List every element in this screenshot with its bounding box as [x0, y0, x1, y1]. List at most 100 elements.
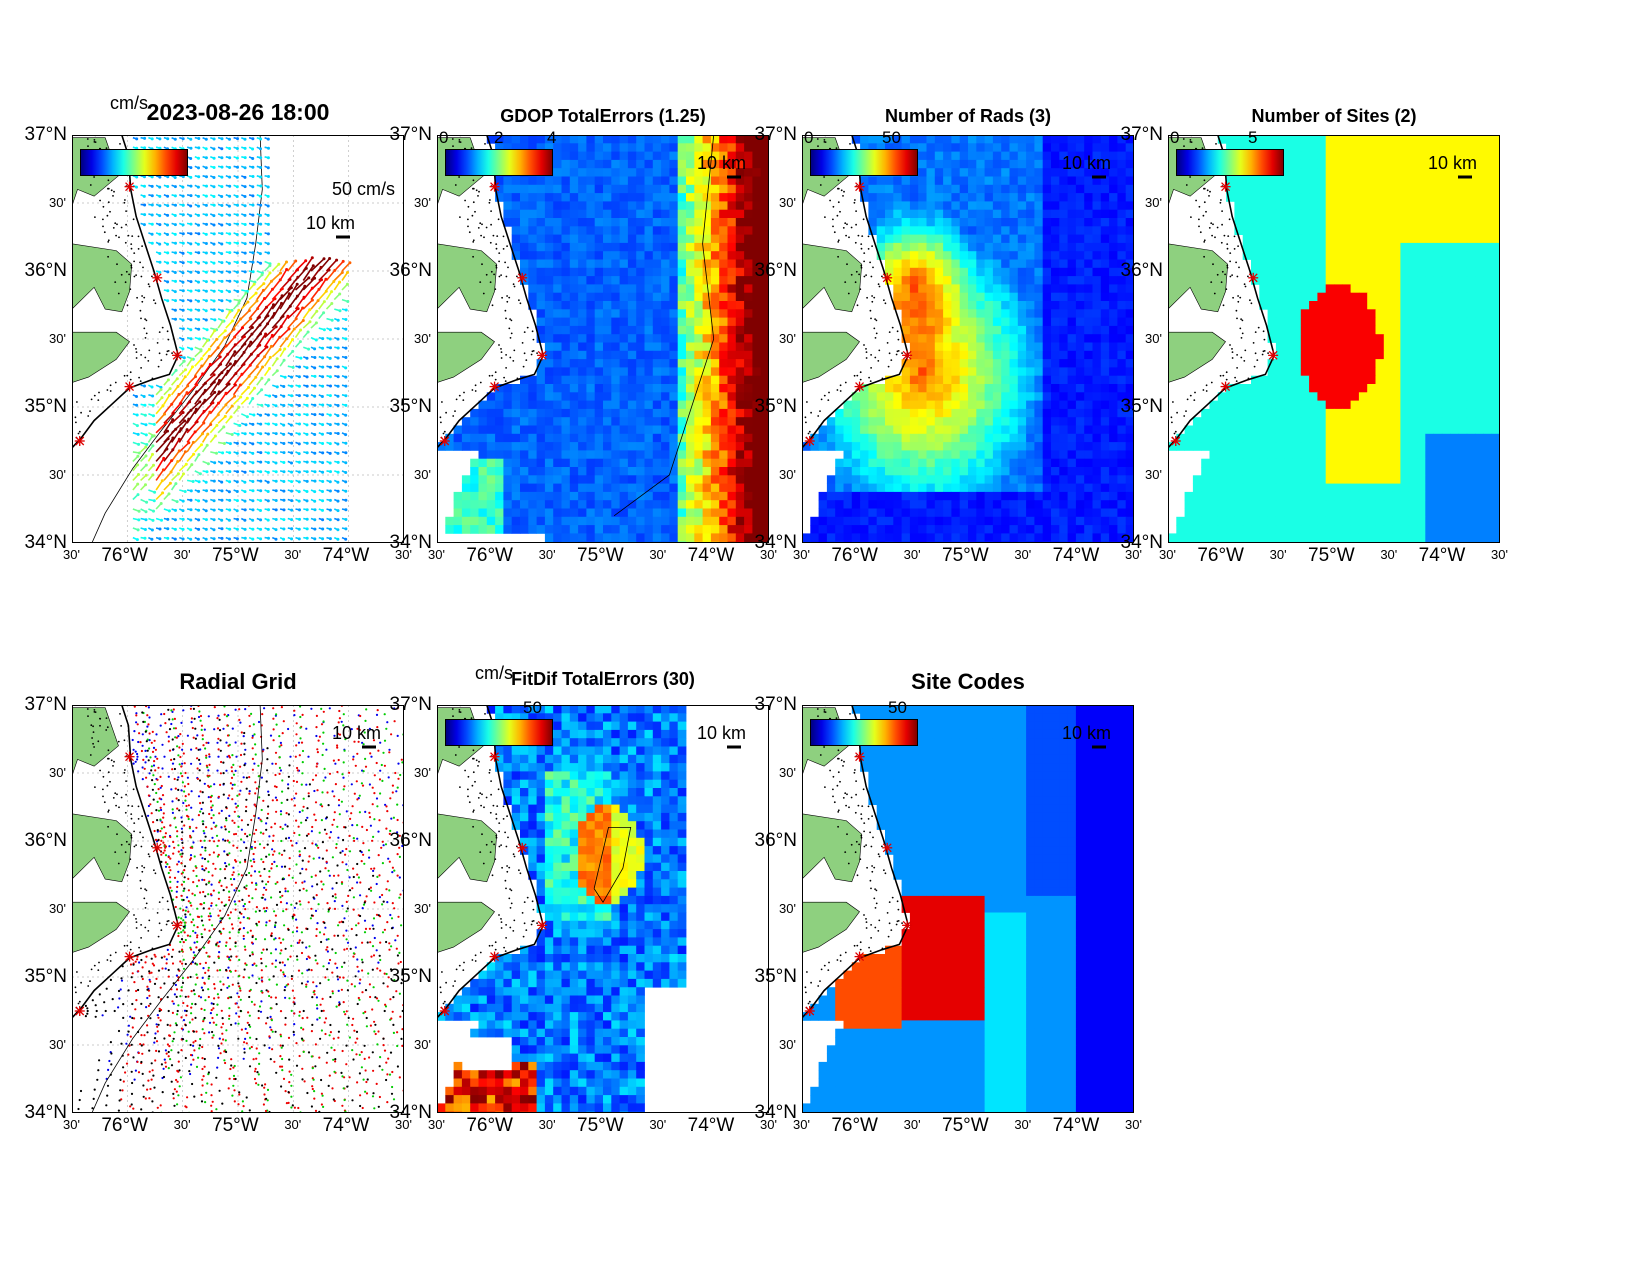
- marsh-dot: [868, 376, 870, 379]
- marsh-dot: [870, 354, 872, 356]
- marsh-dot: [845, 234, 847, 237]
- lat-minor-label: 30': [414, 1037, 431, 1052]
- marsh-dot: [133, 822, 136, 824]
- marsh-dot: [110, 759, 113, 762]
- marsh-dot: [148, 349, 151, 352]
- lat-label: 37°N: [24, 124, 67, 145]
- lat-label: 36°N: [754, 260, 797, 281]
- marsh-dot: [505, 367, 507, 369]
- radar-site-marker: [74, 436, 85, 446]
- marsh-dot: [451, 708, 454, 710]
- marsh-dot: [471, 959, 474, 961]
- marsh-dot: [39, 1007, 41, 1009]
- marsh-dot: [837, 811, 840, 813]
- marsh-dot: [1209, 190, 1211, 193]
- marsh-dot: [89, 184, 92, 186]
- marsh-dot: [871, 295, 873, 297]
- marsh-dot: [504, 309, 507, 312]
- lon-minor-label: 30': [63, 547, 80, 562]
- radar-site-marker: [854, 751, 865, 762]
- marsh-dot: [125, 270, 128, 273]
- land-middle: [72, 243, 133, 313]
- marsh-dot: [509, 337, 512, 339]
- marsh-dot: [505, 317, 507, 320]
- marsh-dot: [1262, 350, 1265, 353]
- marsh-dot: [429, 1015, 431, 1017]
- marsh-dot: [123, 374, 126, 377]
- marsh-dot: [141, 870, 144, 873]
- codes-cells: [802, 705, 1134, 1113]
- marsh-dot: [156, 912, 159, 914]
- marsh-dot: [827, 969, 830, 971]
- marsh-dot: [843, 760, 845, 763]
- marsh-dot: [116, 793, 118, 796]
- marsh-dot: [500, 927, 503, 929]
- lon-label: 74°W: [1052, 1115, 1100, 1136]
- marsh-dot: [472, 809, 475, 812]
- marsh-dot: [1225, 288, 1228, 291]
- marsh-dot: [1205, 384, 1208, 387]
- marsh-dot: [1229, 275, 1232, 278]
- marsh-dot: [1176, 411, 1178, 414]
- marsh-dot: [869, 380, 872, 382]
- radar-site-marker: [489, 181, 500, 192]
- marsh-dot: [509, 888, 511, 890]
- marsh-dot: [860, 817, 863, 820]
- marsh-dot: [875, 332, 878, 335]
- currents-panel: 10 km 50 cm/s 37°N 36°N 35°N 34°N 30' 30' 30' 76°…: [25, 93, 412, 566]
- marsh-dot: [501, 296, 503, 299]
- marsh-dot: [855, 793, 857, 796]
- marsh-dot: [1182, 138, 1185, 140]
- marsh-dot: [863, 275, 866, 278]
- marsh-dot: [497, 218, 500, 221]
- marsh-dot: [873, 296, 876, 299]
- marsh-dot: [508, 897, 511, 900]
- marsh-dot: [158, 922, 161, 925]
- marsh-dot: [63, 991, 65, 993]
- marsh-dot: [513, 855, 516, 858]
- marsh-dot: [167, 338, 170, 341]
- marsh-dot: [488, 771, 491, 774]
- marsh-dot: [1141, 444, 1143, 446]
- lat-label: 34°N: [389, 532, 432, 553]
- marsh-dot: [502, 248, 505, 250]
- marsh-dot: [1267, 352, 1269, 354]
- marsh-dot: [141, 295, 143, 297]
- marsh-dot: [98, 961, 100, 964]
- marsh-dot: [158, 901, 161, 903]
- colorbar-tick: 50: [882, 128, 901, 147]
- marsh-dot: [1141, 441, 1143, 443]
- marsh-dot: [871, 245, 873, 247]
- marsh-dot: [504, 261, 506, 264]
- marsh-dot: [1243, 283, 1246, 286]
- radar-site-marker: [517, 272, 528, 283]
- marsh-dot: [1243, 360, 1246, 362]
- sites-coastline: [1168, 135, 1276, 449]
- marsh-dot: [502, 818, 505, 820]
- marsh-dot: [1206, 189, 1209, 192]
- marsh-dot: [878, 919, 881, 922]
- marsh-dot: [500, 844, 502, 846]
- marsh-dot: [97, 399, 100, 401]
- marsh-dot: [137, 818, 140, 820]
- marsh-dot: [875, 889, 878, 892]
- lat-label: 37°N: [754, 124, 797, 145]
- marsh-dot: [865, 274, 867, 276]
- lon-label: 75°W: [942, 545, 989, 566]
- marsh-dot: [1139, 441, 1141, 443]
- marsh-dot: [136, 296, 138, 299]
- marsh-dot: [1148, 444, 1150, 446]
- marsh-dot: [1135, 437, 1137, 439]
- colorbar: [810, 719, 918, 746]
- marsh-dot: [442, 1002, 445, 1005]
- graticule: [72, 705, 404, 1113]
- marsh-dot: [113, 190, 115, 193]
- marsh-dot: [1195, 199, 1197, 202]
- marsh-dot: [490, 793, 492, 796]
- marsh-dot: [500, 921, 503, 923]
- marsh-dot: [519, 302, 522, 305]
- marsh-dot: [43, 441, 45, 443]
- rads-cells: [802, 135, 1134, 543]
- marsh-dot: [1190, 141, 1193, 143]
- marsh-dot: [512, 853, 515, 856]
